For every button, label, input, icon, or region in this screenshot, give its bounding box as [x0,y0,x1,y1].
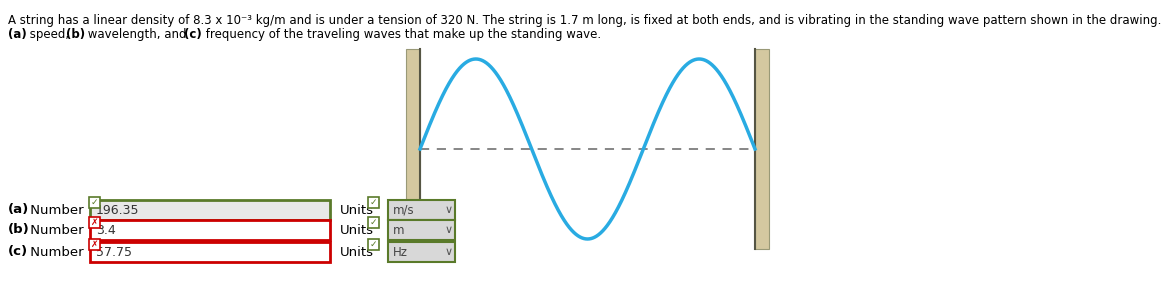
Text: Hz: Hz [393,246,409,258]
FancyBboxPatch shape [368,217,379,228]
FancyBboxPatch shape [388,220,455,240]
Text: Units: Units [340,224,374,236]
FancyBboxPatch shape [90,200,331,220]
Text: (a): (a) [8,203,29,217]
Text: A string has a linear density of 8.3 x 10⁻³ kg/m and is under a tension of 320 N: A string has a linear density of 8.3 x 1… [8,14,1164,27]
Text: wavelength, and: wavelength, and [84,28,190,41]
Text: (b): (b) [8,224,30,236]
Text: (a): (a) [8,28,27,41]
Text: ✗: ✗ [91,240,98,249]
Text: Number: Number [26,224,84,236]
Text: ∨: ∨ [445,247,453,257]
Text: Number: Number [26,203,84,217]
FancyBboxPatch shape [388,242,455,262]
FancyBboxPatch shape [90,220,331,240]
Text: ✓: ✓ [370,240,377,249]
Text: (c): (c) [8,246,28,258]
Text: frequency of the traveling waves that make up the standing wave.: frequency of the traveling waves that ma… [203,28,601,41]
Text: ✗: ✗ [91,218,98,227]
Text: 3.4: 3.4 [95,224,115,236]
Text: (b): (b) [66,28,85,41]
FancyBboxPatch shape [388,200,455,220]
Text: m/s: m/s [393,203,414,217]
FancyBboxPatch shape [368,239,379,250]
FancyBboxPatch shape [88,197,100,208]
Text: ✓: ✓ [370,198,377,207]
Text: ✓: ✓ [91,198,98,207]
Text: 196.35: 196.35 [95,203,140,217]
FancyBboxPatch shape [88,217,100,228]
FancyBboxPatch shape [88,239,100,250]
Text: ∨: ∨ [445,205,453,215]
FancyBboxPatch shape [406,49,420,249]
Text: (c): (c) [184,28,201,41]
Text: speed,: speed, [26,28,73,41]
FancyBboxPatch shape [90,242,331,262]
FancyBboxPatch shape [368,197,379,208]
Text: ∨: ∨ [445,225,453,235]
Text: 57.75: 57.75 [95,246,132,258]
Text: Units: Units [340,203,374,217]
FancyBboxPatch shape [755,49,769,249]
Text: Number: Number [26,246,84,258]
Text: m: m [393,224,405,236]
Text: ✓: ✓ [370,218,377,227]
Text: Units: Units [340,246,374,258]
